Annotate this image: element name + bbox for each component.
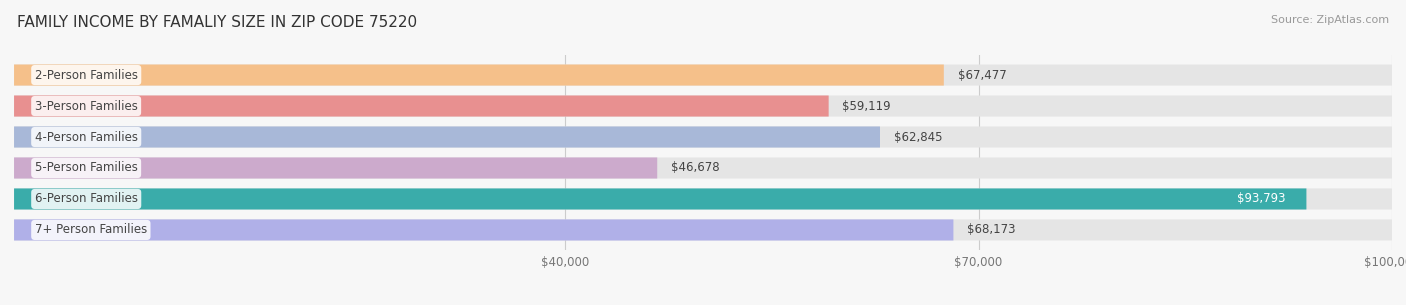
FancyBboxPatch shape xyxy=(14,188,1392,210)
FancyBboxPatch shape xyxy=(14,64,943,86)
FancyBboxPatch shape xyxy=(14,188,1306,210)
FancyBboxPatch shape xyxy=(14,219,1392,241)
Text: 2-Person Families: 2-Person Families xyxy=(35,69,138,81)
Text: $68,173: $68,173 xyxy=(967,224,1015,236)
Text: $67,477: $67,477 xyxy=(957,69,1007,81)
FancyBboxPatch shape xyxy=(14,127,880,148)
FancyBboxPatch shape xyxy=(14,95,1392,117)
FancyBboxPatch shape xyxy=(14,157,1392,178)
Text: $59,119: $59,119 xyxy=(842,99,891,113)
FancyBboxPatch shape xyxy=(14,219,953,241)
Text: 4-Person Families: 4-Person Families xyxy=(35,131,138,144)
Text: $46,678: $46,678 xyxy=(671,161,720,174)
Text: $93,793: $93,793 xyxy=(1237,192,1285,206)
Text: 3-Person Families: 3-Person Families xyxy=(35,99,138,113)
FancyBboxPatch shape xyxy=(14,64,1392,86)
Text: 7+ Person Families: 7+ Person Families xyxy=(35,224,148,236)
FancyBboxPatch shape xyxy=(14,157,657,178)
Text: 5-Person Families: 5-Person Families xyxy=(35,161,138,174)
FancyBboxPatch shape xyxy=(14,95,828,117)
Text: 6-Person Families: 6-Person Families xyxy=(35,192,138,206)
FancyBboxPatch shape xyxy=(14,127,1392,148)
Text: $62,845: $62,845 xyxy=(894,131,942,144)
Text: Source: ZipAtlas.com: Source: ZipAtlas.com xyxy=(1271,15,1389,25)
Text: FAMILY INCOME BY FAMALIY SIZE IN ZIP CODE 75220: FAMILY INCOME BY FAMALIY SIZE IN ZIP COD… xyxy=(17,15,418,30)
